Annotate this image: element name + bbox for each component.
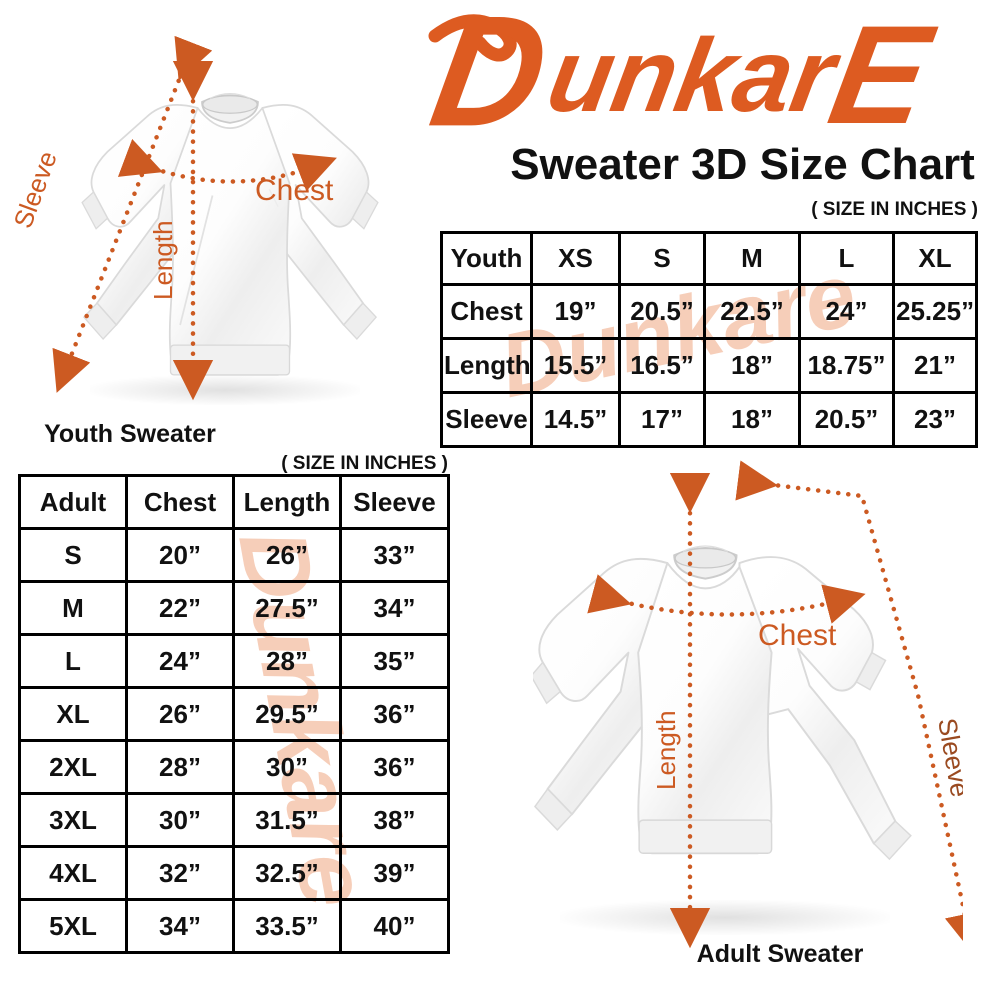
svg-text:D: D bbox=[420, 0, 559, 141]
svg-text:Sleeve: Sleeve bbox=[7, 147, 62, 232]
svg-text:Length: Length bbox=[651, 710, 681, 790]
svg-text:Length: Length bbox=[148, 220, 178, 300]
svg-text:Chest: Chest bbox=[255, 174, 334, 207]
svg-text:unkar: unkar bbox=[540, 18, 849, 134]
svg-text:Chest: Chest bbox=[758, 619, 837, 652]
